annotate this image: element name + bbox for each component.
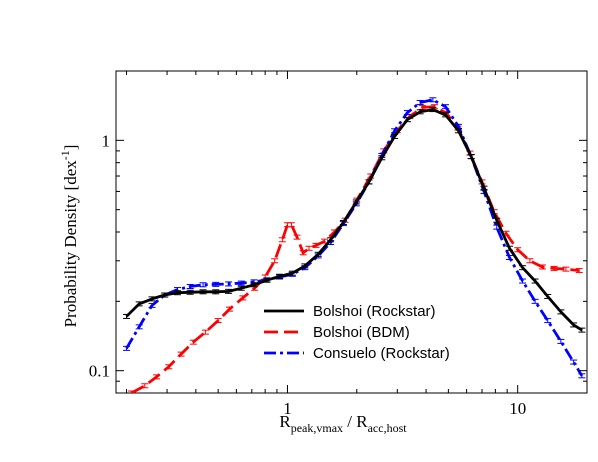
legend-label: Bolshoi (BDM) [313, 324, 410, 341]
y-tick-label: 1 [102, 131, 111, 150]
legend: Bolshoi (Rockstar) Bolshoi (BDM) Consuelo … [264, 303, 450, 362]
x-tick-label: 1 [283, 399, 292, 418]
series-line [125, 108, 583, 332]
x-axis-label: Rpeak,vmax / Racc,host [279, 412, 407, 435]
series-bolshoi-rockstar [123, 107, 586, 333]
y-tick-label: 0.1 [89, 362, 110, 381]
series-group [123, 97, 586, 393]
legend-label: Bolshoi (Rockstar) [313, 303, 436, 320]
legend-label: Consuelo (Rockstar) [313, 345, 450, 362]
x-tick-label: 10 [509, 399, 526, 418]
y-axis-label: Probability Density [dex-1] [58, 145, 80, 328]
axis-ticks: 1 10 0.1 1 [89, 70, 588, 418]
